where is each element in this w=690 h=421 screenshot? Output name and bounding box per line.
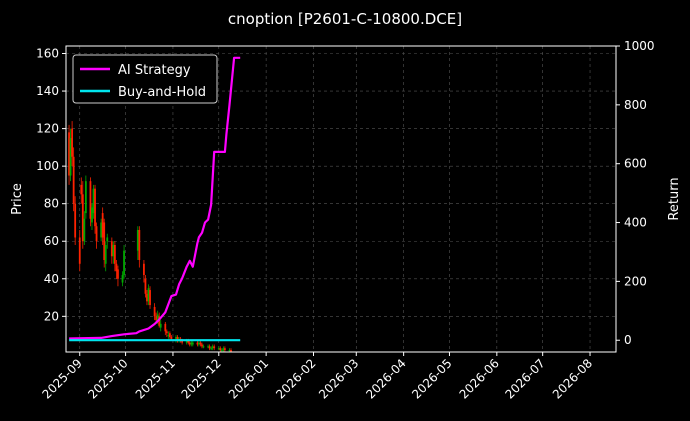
y-axis-right-label: Return (667, 177, 682, 220)
y-right-tick-label: 800 (624, 98, 647, 112)
candle-body (94, 188, 96, 227)
candle-body (191, 342, 194, 345)
candle-body (113, 244, 116, 264)
candle-body (164, 323, 167, 332)
candle-body (81, 194, 84, 242)
y-right-tick-label: 1000 (624, 39, 655, 53)
candle-body (199, 342, 202, 345)
candle-body (72, 156, 75, 204)
candle-body (144, 278, 147, 294)
y-left-tick-label: 160 (36, 47, 59, 61)
candle-body (198, 342, 200, 345)
line-series (69, 56, 241, 342)
candle-body (101, 213, 104, 238)
candle-body (121, 275, 124, 283)
y-right-tick-label: 400 (624, 216, 647, 230)
candle-body (167, 335, 170, 337)
y-axis-left-label: Price (10, 183, 25, 215)
candle-body (196, 342, 199, 345)
candle-body (84, 181, 87, 214)
candle-body (165, 331, 168, 334)
candle-body (187, 340, 190, 343)
chart-title: cnoption [P2601-C-10800.DCE] (228, 10, 462, 28)
candle-body (110, 241, 113, 257)
candle-body (202, 346, 205, 348)
candle-body (146, 293, 148, 302)
candle-body (181, 340, 184, 343)
candle-body (223, 348, 226, 351)
candle-body (89, 181, 92, 219)
y-left-tick-label: 40 (44, 272, 59, 286)
plot-frame (65, 45, 617, 353)
candle-body (210, 348, 213, 350)
candle-body (68, 132, 70, 176)
candle-body (168, 333, 171, 337)
candle-body (213, 346, 216, 349)
candlestick-series (68, 121, 232, 352)
candle-body (156, 314, 159, 321)
candle-body (112, 244, 115, 257)
candle-body (230, 350, 232, 352)
candle-body (117, 269, 119, 279)
candle-body (123, 250, 125, 276)
candle-body (104, 244, 107, 264)
y-right-tick-label: 600 (624, 157, 647, 171)
candle-body (217, 348, 220, 350)
legend: AI Strategy Buy-and-Hold (72, 54, 218, 104)
y-left-tick-label: 100 (36, 159, 59, 173)
candle-body (208, 346, 211, 349)
candle-body (136, 229, 139, 251)
legend-label-buy-and-hold: Buy-and-Hold (118, 85, 206, 100)
candle-body (176, 336, 179, 341)
candle-body (149, 290, 151, 306)
y-left-tick-label: 120 (36, 122, 59, 136)
candle-body (71, 128, 74, 157)
candle-body (106, 237, 109, 242)
candle-body (185, 340, 188, 343)
candle-body (95, 226, 98, 242)
candle-body (153, 306, 156, 317)
candle-body (143, 263, 145, 276)
candle-body (138, 229, 141, 261)
candle-body (69, 137, 72, 176)
y-right-tick-label: 200 (624, 274, 647, 288)
candle-body (83, 218, 86, 242)
candle-body (80, 184, 83, 195)
y-left-tick-label: 20 (44, 309, 59, 323)
candle-body (175, 336, 177, 339)
y-left-tick-label: 80 (44, 197, 59, 211)
candle-body (222, 348, 225, 351)
candle-body (100, 222, 103, 238)
y-left-tick-label: 60 (44, 234, 59, 248)
candle-body (147, 288, 150, 302)
candle-body (91, 207, 93, 223)
candle-body (211, 346, 214, 349)
candle-body (207, 346, 209, 348)
candle-body (219, 348, 222, 351)
candle-body (78, 237, 81, 264)
candle-body (155, 316, 158, 321)
legend-label-ai-strategy: AI Strategy (118, 63, 191, 78)
candle-body (188, 342, 191, 345)
candle-body (220, 350, 223, 352)
y-right-tick-label: 0 (624, 333, 632, 347)
candle-body (201, 344, 203, 347)
candle-body (115, 263, 118, 272)
candle-body (228, 350, 231, 352)
candle-body (92, 188, 95, 214)
candle-body (159, 323, 162, 328)
y-left-tick-label: 140 (36, 84, 59, 98)
series-line-ai-strategy (69, 56, 241, 340)
candle-body (74, 203, 77, 238)
candle-body (103, 222, 106, 261)
candle-body (170, 336, 173, 339)
candle-body (190, 342, 193, 345)
